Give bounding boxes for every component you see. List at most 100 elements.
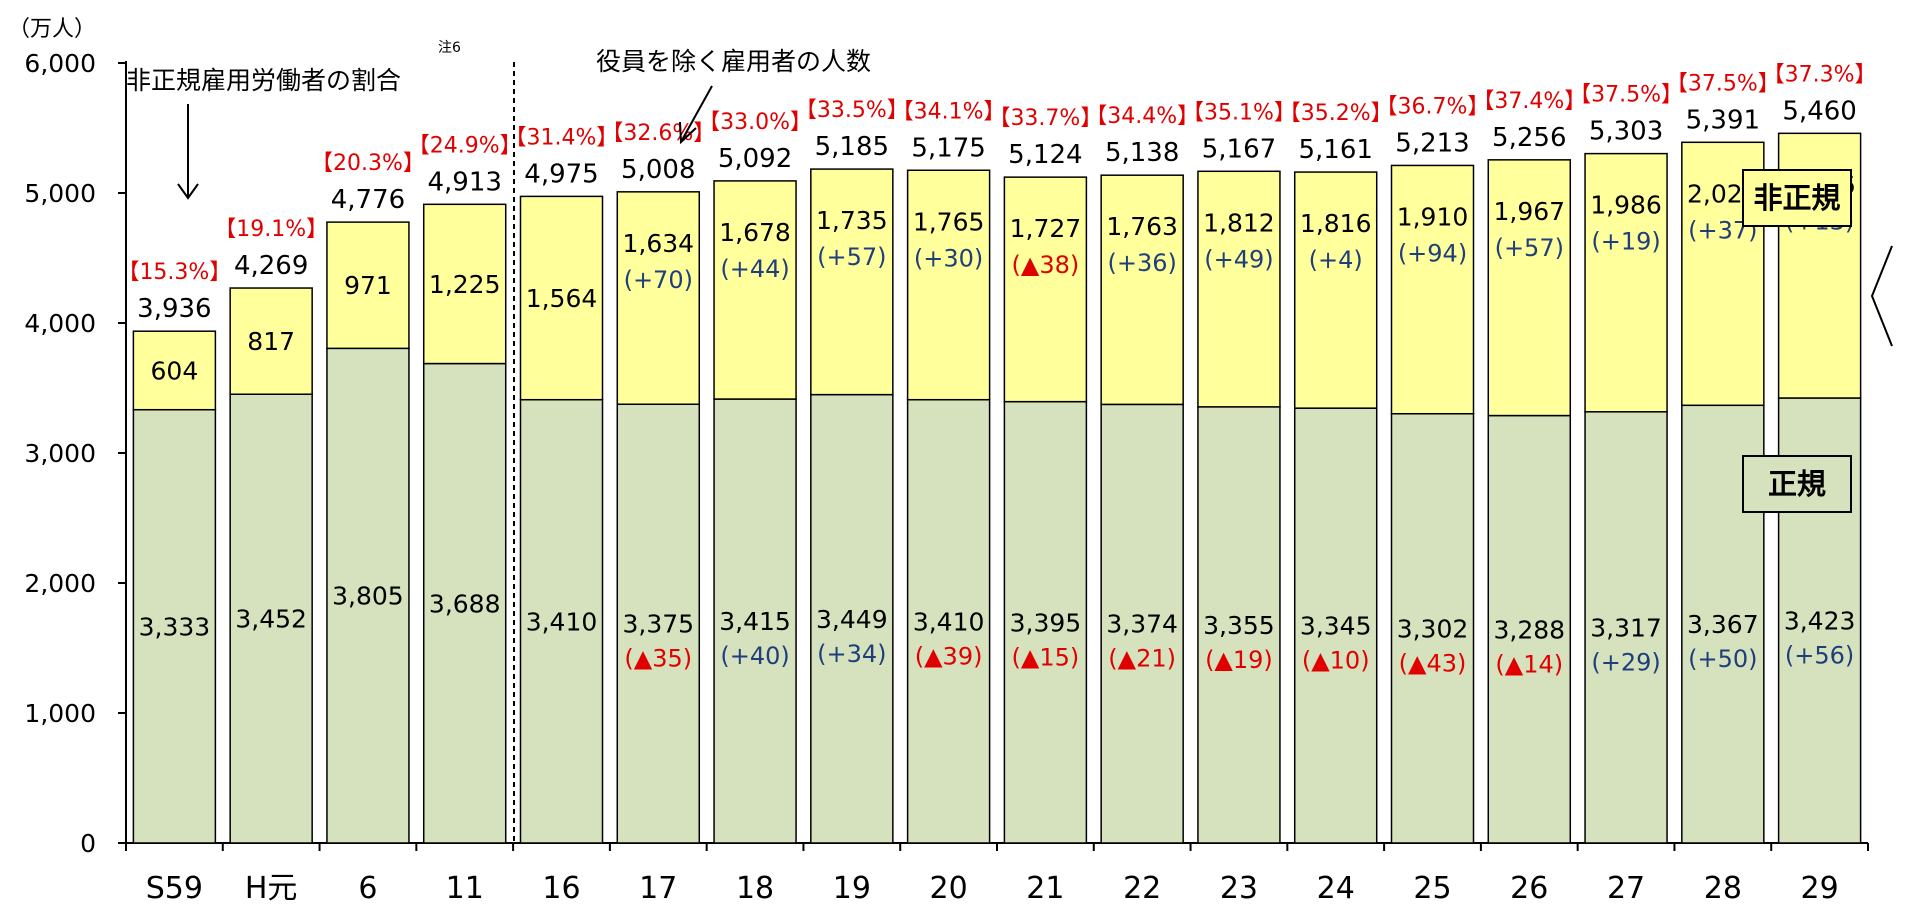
bar-nonregular [132,330,217,411]
regular-value-label: 3,410 [913,607,985,636]
nonregular-change-label: (+57) [1495,234,1564,262]
bar-nonregular [229,287,313,395]
bar-regular [616,403,701,844]
total-value-label: 5,092 [718,144,792,174]
total-value-label: 4,269 [234,251,308,281]
y-tick-label: 2,000 [24,569,96,598]
bar-nonregular [519,195,604,401]
nonregular-value-label: 817 [247,327,295,356]
nonregular-value-label: 604 [151,356,199,385]
regular-value-label: 3,374 [1106,610,1178,639]
regular-change-label: (+40) [720,642,789,670]
ratio-label: 【34.1%】 [892,99,1006,124]
regular-change-label: (▲10) [1302,647,1370,675]
regular-value-label: 3,375 [622,610,694,639]
x-tick-label: 20 [930,871,968,906]
total-value-label: 3,936 [137,294,211,324]
y-tick-label: 6,000 [24,49,96,78]
regular-value-label: 3,367 [1687,610,1759,639]
ratio-label: 【35.2%】 [1279,101,1393,126]
ratio-label: 【19.1%】 [214,217,328,242]
ratio-label: 【20.3%】 [311,151,425,176]
bar-regular [1681,404,1765,844]
total-value-label: 4,913 [428,167,502,197]
ratio-label: 【15.3%】 [117,260,231,285]
total-value-label: 5,008 [621,155,695,185]
x-tick-label: 22 [1123,871,1161,906]
total-value-label: 5,161 [1299,135,1373,165]
regular-change-label: (▲14) [1495,650,1563,678]
bar-nonregular [1487,159,1572,417]
bar-regular [1293,407,1378,844]
label-layer: 3,333 604 3,936 【15.3%】 3,452 817 4,269 【19.1%】… [117,62,1876,678]
nonregular-value-label: 1,910 [1397,202,1469,231]
bar-regular [422,362,507,844]
regular-change-label: (▲15) [1012,643,1080,671]
y-axis-unit-label: （万人） [8,17,96,42]
total-value-label: 5,124 [1008,140,1082,170]
nonregular-change-label: (+57) [817,243,886,271]
employee-caption: 役員を除く雇用者の人数 [596,47,871,76]
total-value-label: 5,213 [1395,128,1469,158]
legend-regular-box [1742,455,1852,513]
regular-change-label: (+34) [817,640,886,668]
ratio-label: 【31.4%】 [505,125,619,150]
regular-value-label: 3,333 [139,612,211,641]
total-value-label: 5,167 [1202,134,1276,164]
y-tick-label: 3,000 [24,439,96,468]
nonregular-change-label: (▲38) [1012,251,1080,279]
y-tick-label: 0 [80,829,96,858]
nonregular-change-label: (+70) [624,266,693,294]
regular-value-label: 3,395 [1010,608,1082,637]
nonregular-value-label: 1,986 [1590,191,1662,220]
regular-value-label: 3,355 [1203,611,1275,640]
x-tick-label: H元 [245,871,298,906]
x-tick-label: 16 [542,871,580,906]
total-value-label: 5,175 [911,133,985,163]
bar-nonregular [326,221,410,350]
nonregular-change-label: (+36) [1107,249,1176,277]
nonregular-value-label: 1,225 [429,270,501,299]
bar-regular [229,393,313,844]
total-value-label: 5,138 [1105,138,1179,168]
regular-change-label: (+29) [1591,648,1660,676]
regular-value-label: 3,423 [1784,607,1856,636]
bar-nonregular [810,168,894,396]
regular-change-label: (▲35) [624,645,692,673]
y-tick-label: 1,000 [24,699,96,728]
total-value-label: 5,460 [1782,96,1856,126]
nonregular-value-label: 1,967 [1493,197,1565,226]
bar-nonregular [713,180,797,400]
axis-layer: 0 1,000 2,000 3,000 4,000 5,000 6,000 S59 H元 6 11 1… [24,49,1869,906]
x-tick-label: S59 [146,871,203,906]
edge-bracket [1870,245,1893,347]
x-tick-label: 23 [1220,871,1258,906]
ratio-label: 【37.5%】 [1569,83,1683,108]
x-tick-label: 19 [833,871,871,906]
bar-nonregular [1197,170,1281,408]
nonregular-change-label: (+19) [1591,228,1660,256]
regular-value-label: 3,452 [235,605,307,634]
x-tick-label: 17 [639,871,677,906]
x-tick-label: 29 [1801,871,1839,906]
nonregular-value-label: 1,765 [913,207,985,236]
bar-nonregular [1681,141,1765,407]
employee-caption-arrow [681,85,713,141]
regular-value-label: 3,688 [429,589,501,618]
x-tick-label: 25 [1413,871,1451,906]
nonregular-value-label: 971 [344,271,392,300]
bar-regular [810,393,894,844]
ratio-label: 【36.7%】 [1376,94,1490,119]
regular-value-label: 3,288 [1493,615,1565,644]
y-tick-label: 4,000 [24,309,96,338]
nonregular-value-label: 1,727 [1010,214,1082,243]
bar-nonregular [1100,174,1184,406]
ratio-label: 【33.7%】 [988,106,1102,131]
ratio-label: 【37.3%】 [1763,62,1877,87]
legend-nonregular-box [1742,169,1852,227]
total-value-label: 5,256 [1492,123,1566,153]
note-marker: 注6 [438,40,461,56]
y-tick-label: 5,000 [24,179,96,208]
regular-value-label: 3,345 [1300,612,1372,641]
